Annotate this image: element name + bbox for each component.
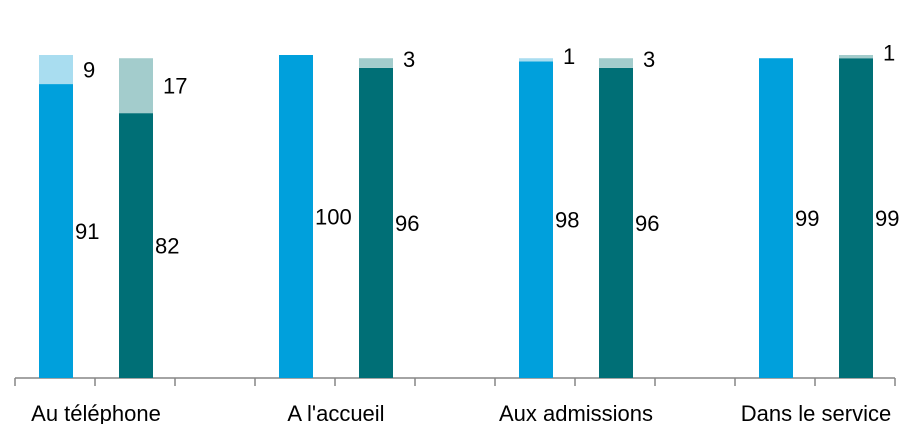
data-label: 99 (795, 206, 819, 231)
data-label: 1 (883, 41, 895, 66)
bar-segment-remainder (839, 55, 873, 59)
bar-segment-remainder (519, 58, 553, 62)
data-label: 82 (155, 234, 179, 259)
bar-segment-main (359, 67, 393, 379)
bar-segment-remainder (119, 58, 153, 114)
category-label: Au téléphone (31, 401, 161, 424)
data-label: 99 (875, 206, 899, 231)
data-label: 9 (83, 58, 95, 83)
bar-segment-main (119, 113, 153, 378)
data-label: 91 (75, 219, 99, 244)
data-label: 96 (395, 211, 419, 236)
data-label: 100 (315, 205, 352, 230)
data-label: 1 (563, 44, 575, 69)
data-label: 17 (163, 74, 187, 99)
data-label: 3 (643, 47, 655, 72)
category-label: Dans le service (741, 401, 891, 424)
data-label: 96 (635, 211, 659, 236)
category-label: Aux admissions (499, 401, 653, 424)
bar-segment-remainder (359, 58, 393, 68)
data-label: 98 (555, 208, 579, 233)
bar-segment-remainder (599, 58, 633, 68)
bar-segment-remainder (39, 55, 73, 85)
bar-segment-main (839, 58, 873, 378)
bar-segment-main (599, 67, 633, 379)
bar-segment-main (279, 55, 313, 378)
bar-segment-main (519, 61, 553, 379)
bar-segment-main (39, 84, 73, 378)
category-label: A l'accueil (287, 401, 384, 424)
data-label: 3 (403, 47, 415, 72)
bar-segment-main (759, 58, 793, 378)
